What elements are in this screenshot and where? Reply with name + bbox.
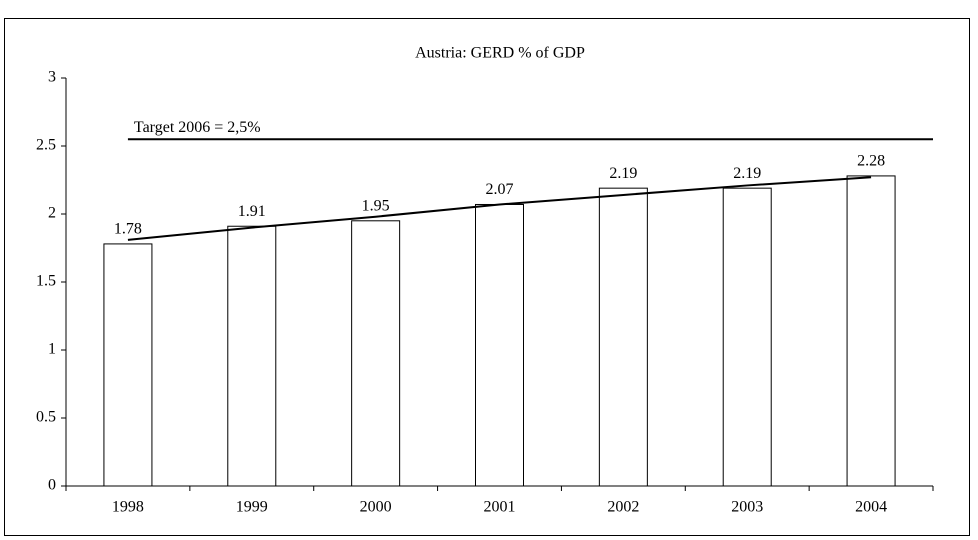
bar bbox=[722, 187, 772, 487]
x-tick-label: 1999 bbox=[236, 499, 268, 516]
bar bbox=[103, 243, 153, 487]
chart-title: Austria: GERD % of GDP bbox=[415, 45, 585, 62]
x-tick-label: 2003 bbox=[731, 499, 763, 516]
target-label: Target 2006 = 2,5% bbox=[134, 119, 261, 136]
value-label: 2.19 bbox=[733, 165, 761, 182]
value-label: 1.91 bbox=[238, 203, 266, 220]
trend-line bbox=[127, 176, 872, 241]
chart-frame bbox=[4, 18, 970, 536]
x-tick-label: 2000 bbox=[360, 499, 392, 516]
value-label: 1.78 bbox=[114, 221, 142, 238]
bar bbox=[846, 175, 896, 487]
y-tick-label: 1.5 bbox=[36, 273, 56, 290]
value-label: 1.95 bbox=[362, 197, 390, 214]
x-tick-label: 1998 bbox=[112, 499, 144, 516]
x-tick-label: 2002 bbox=[607, 499, 639, 516]
bar bbox=[598, 187, 648, 487]
y-tick-label: 2.5 bbox=[36, 137, 56, 154]
y-tick-label: 3 bbox=[48, 69, 56, 86]
y-tick-label: 0 bbox=[48, 477, 56, 494]
value-label: 2.28 bbox=[857, 153, 885, 170]
y-tick-label: 2 bbox=[48, 205, 56, 222]
y-tick-label: 0.5 bbox=[36, 409, 56, 426]
x-tick-label: 2004 bbox=[855, 499, 887, 516]
value-label: 2.07 bbox=[486, 181, 514, 198]
bar bbox=[227, 225, 277, 487]
y-tick-label: 1 bbox=[48, 341, 56, 358]
value-label: 2.19 bbox=[609, 165, 637, 182]
bar bbox=[351, 220, 401, 487]
x-tick-label: 2001 bbox=[484, 499, 516, 516]
bar bbox=[475, 203, 524, 487]
